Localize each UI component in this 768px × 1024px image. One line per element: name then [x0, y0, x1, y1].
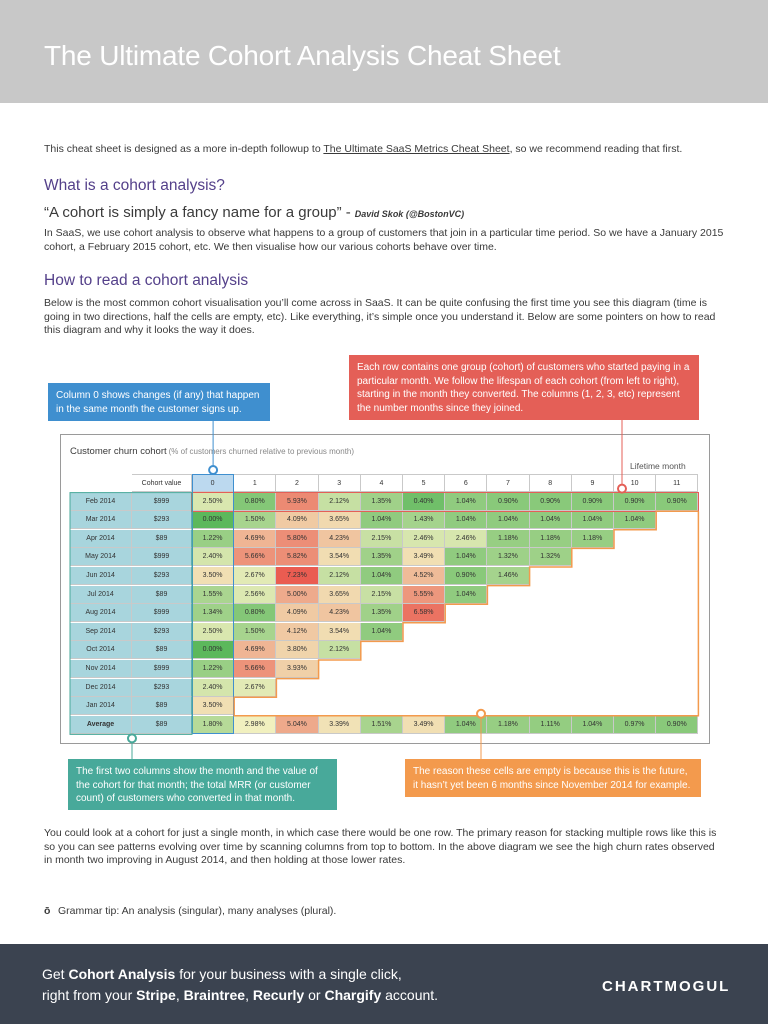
section2-body: Below is the most common cohort visualis… [44, 297, 716, 336]
callout-rows: Each row contains one group (cohort) of … [349, 355, 699, 420]
footer-text: or [304, 987, 325, 1003]
footer-recurly: Recurly [252, 987, 305, 1003]
footer-text: Get [42, 966, 69, 982]
intro-text: This cheat sheet is designed as a more i… [44, 143, 734, 155]
chartmogul-logo: CHARTMOGUL [602, 978, 731, 995]
footer-text: for your business with a single click, [175, 966, 402, 982]
cohort-chart-frame [60, 434, 710, 744]
tip-text: Grammar tip: An analysis (singular), man… [58, 905, 337, 917]
quote-author: David Skok (@BostonVC) [354, 209, 465, 219]
intro-after: , so we recommend reading that first. [509, 143, 683, 155]
intro-before: This cheat sheet is designed as a more i… [44, 143, 324, 155]
quote-text: “A cohort is simply a fancy name for a g… [44, 204, 351, 221]
callout-first-columns: The first two columns show the month and… [68, 759, 337, 810]
footer-text: account. [381, 987, 439, 1003]
chart-title-line: Customer churn cohort (% of customers chu… [70, 446, 354, 457]
footer-line-2: right from your Stripe, Braintree, Recur… [42, 987, 438, 1003]
callout-column-zero: Column 0 shows changes (if any) that hap… [48, 383, 270, 421]
tip-icon: ō [44, 905, 51, 917]
footer-text: right from your [42, 987, 137, 1003]
quote: “A cohort is simply a fancy name for a g… [44, 204, 464, 221]
footer-braintree: Braintree [183, 987, 246, 1003]
page-title: The Ultimate Cohort Analysis Cheat Sheet [44, 40, 561, 71]
section3-body: You could look at a cohort for just a si… [44, 827, 717, 866]
chart-title: Customer churn cohort [70, 446, 167, 457]
footer-stripe: Stripe [136, 987, 176, 1003]
footer-text: , [175, 987, 184, 1003]
section1-body: In SaaS, we use cohort analysis to obser… [44, 227, 724, 253]
footer-chargify: Chargify [324, 987, 382, 1003]
grammar-tip: ō Grammar tip: An analysis (singular), ma… [44, 905, 336, 917]
callout-empty-cells: The reason these cells are empty is beca… [405, 759, 701, 797]
footer-cohort-analysis: Cohort Analysis [68, 966, 176, 982]
metrics-cheat-sheet-link[interactable]: The Ultimate SaaS Metrics Cheat Sheet [323, 143, 510, 155]
header-banner: The Ultimate Cohort Analysis Cheat Sheet [0, 0, 768, 103]
footer-banner: Get Cohort Analysis for your business wi… [0, 944, 768, 1024]
footer-line-1: Get Cohort Analysis for your business wi… [42, 966, 402, 982]
section-heading-what-is: What is a cohort analysis? [44, 177, 225, 194]
chart-subtitle: (% of customers churned relative to prev… [168, 447, 355, 456]
lifetime-month-label: Lifetime month [630, 461, 686, 471]
section-heading-how-to-read: How to read a cohort analysis [44, 272, 249, 289]
footer-text: , [245, 987, 253, 1003]
